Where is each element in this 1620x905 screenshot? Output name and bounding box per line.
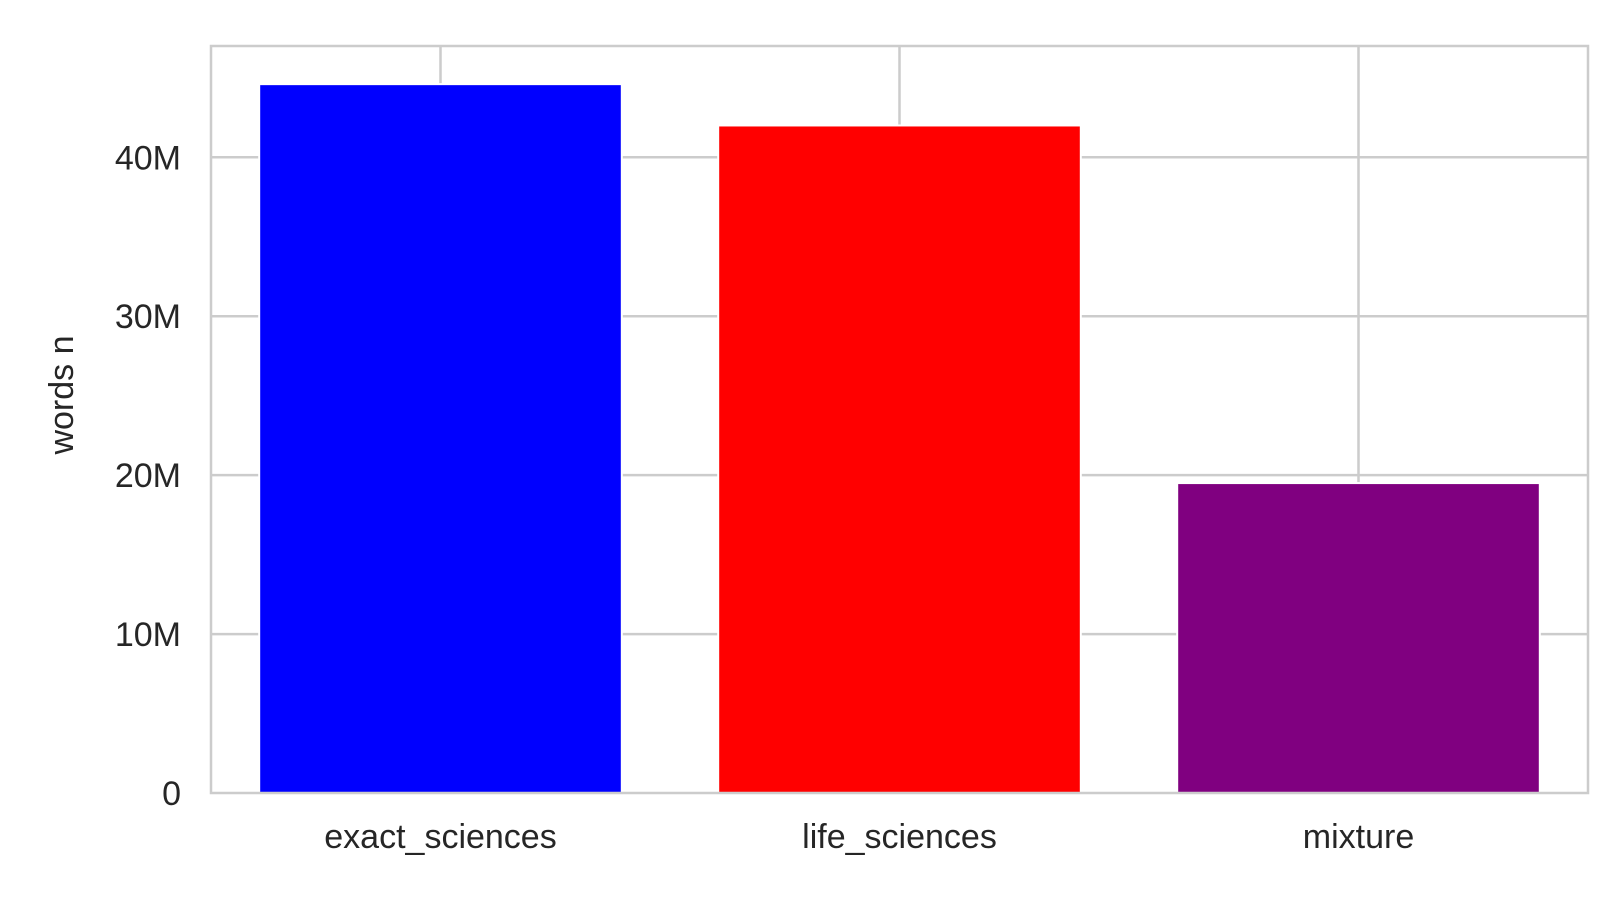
y-tick-labels: 0 10M 20M 30M 40M bbox=[115, 139, 181, 813]
y-tick-label: 30M bbox=[115, 298, 181, 336]
x-tick-labels: exact_sciences life_sciences mixture bbox=[324, 818, 1414, 856]
bar-mixture bbox=[1176, 482, 1541, 794]
y-axis-label: words n bbox=[43, 335, 81, 455]
y-tick-label: 40M bbox=[115, 139, 181, 177]
bar-exact-sciences bbox=[258, 83, 623, 795]
y-tick-label: 0 bbox=[162, 775, 181, 813]
bar-life-sciences bbox=[717, 124, 1082, 795]
x-tick-label: mixture bbox=[1303, 818, 1414, 856]
y-tick-label: 20M bbox=[115, 457, 181, 495]
x-tick-label: life_sciences bbox=[802, 818, 997, 856]
x-tick-label: exact_sciences bbox=[324, 818, 556, 856]
plot-frame bbox=[209, 44, 1590, 795]
y-tick-label: 10M bbox=[115, 616, 181, 654]
